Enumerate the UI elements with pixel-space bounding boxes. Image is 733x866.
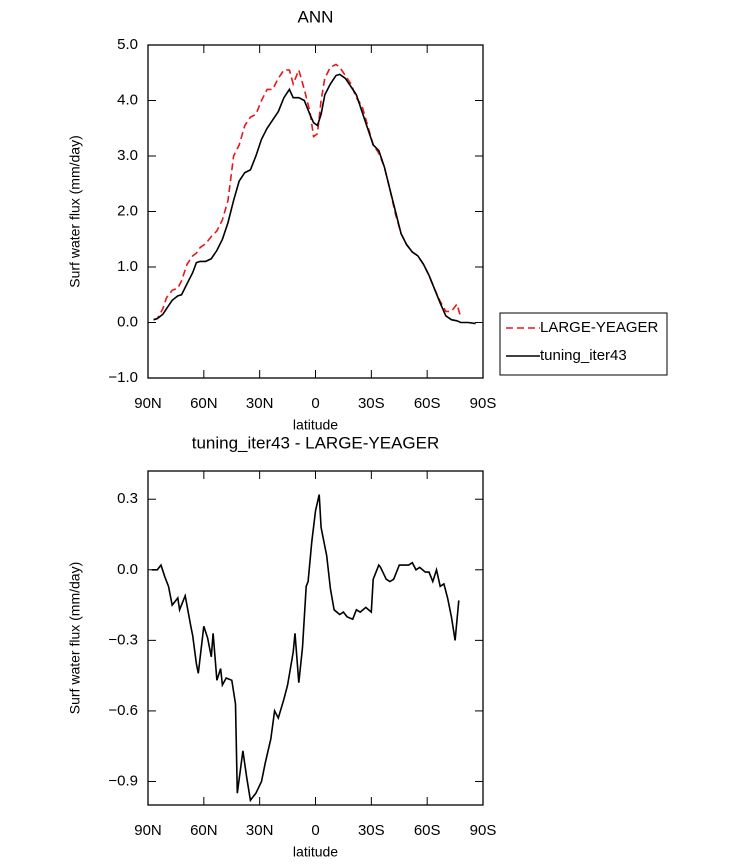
series-line (153, 73, 476, 325)
y-tick-label: 0.0 (117, 561, 138, 578)
x-tick-label: 90S (470, 395, 497, 412)
y-axis-label: Surf water flux (mm/day) (67, 135, 83, 287)
legend: LARGE-YEAGER tuning_iter43 (499, 312, 668, 376)
x-tick-label: 0 (311, 395, 319, 412)
y-tick-label: −0.3 (108, 631, 138, 648)
x-axis-label: latitude (293, 417, 338, 433)
x-tick-label: 30S (358, 822, 385, 839)
legend-label: LARGE-YEAGER (540, 319, 659, 336)
y-tick-label: 4.0 (117, 91, 138, 108)
y-axis-label: Surf water flux (mm/day) (67, 562, 83, 714)
y-tick-label: −0.9 (108, 772, 138, 789)
legend-box (499, 312, 668, 376)
y-tick-label: 0.3 (117, 490, 138, 507)
y-tick-label: 3.0 (117, 147, 138, 164)
x-tick-label: 60S (414, 822, 441, 839)
series-line (153, 63, 462, 321)
x-tick-label: 30N (246, 822, 274, 839)
x-tick-label: 30S (358, 395, 385, 412)
legend-label: tuning_iter43 (540, 347, 627, 364)
y-tick-label: −1.0 (108, 369, 138, 386)
x-tick-label: 90N (134, 395, 162, 412)
y-tick-label: 2.0 (117, 202, 138, 219)
x-tick-label: 90S (470, 822, 497, 839)
plot-frame (147, 470, 484, 806)
x-tick-label: 60N (190, 395, 218, 412)
x-tick-label: 60N (190, 822, 218, 839)
x-axis-label: latitude (293, 844, 338, 860)
y-tick-label: 5.0 (117, 36, 138, 53)
chart-title: tuning_iter43 - LARGE-YEAGER (192, 433, 440, 452)
x-tick-label: 0 (311, 822, 319, 839)
chart-title: ANN (298, 7, 334, 26)
x-tick-label: 30N (246, 395, 274, 412)
series-line (151, 494, 460, 803)
y-tick-label: 0.0 (117, 313, 138, 330)
x-tick-label: 90N (134, 822, 162, 839)
plot-frame (147, 44, 484, 379)
y-tick-label: −0.6 (108, 702, 138, 719)
x-tick-label: 60S (414, 395, 441, 412)
y-tick-label: 1.0 (117, 258, 138, 275)
